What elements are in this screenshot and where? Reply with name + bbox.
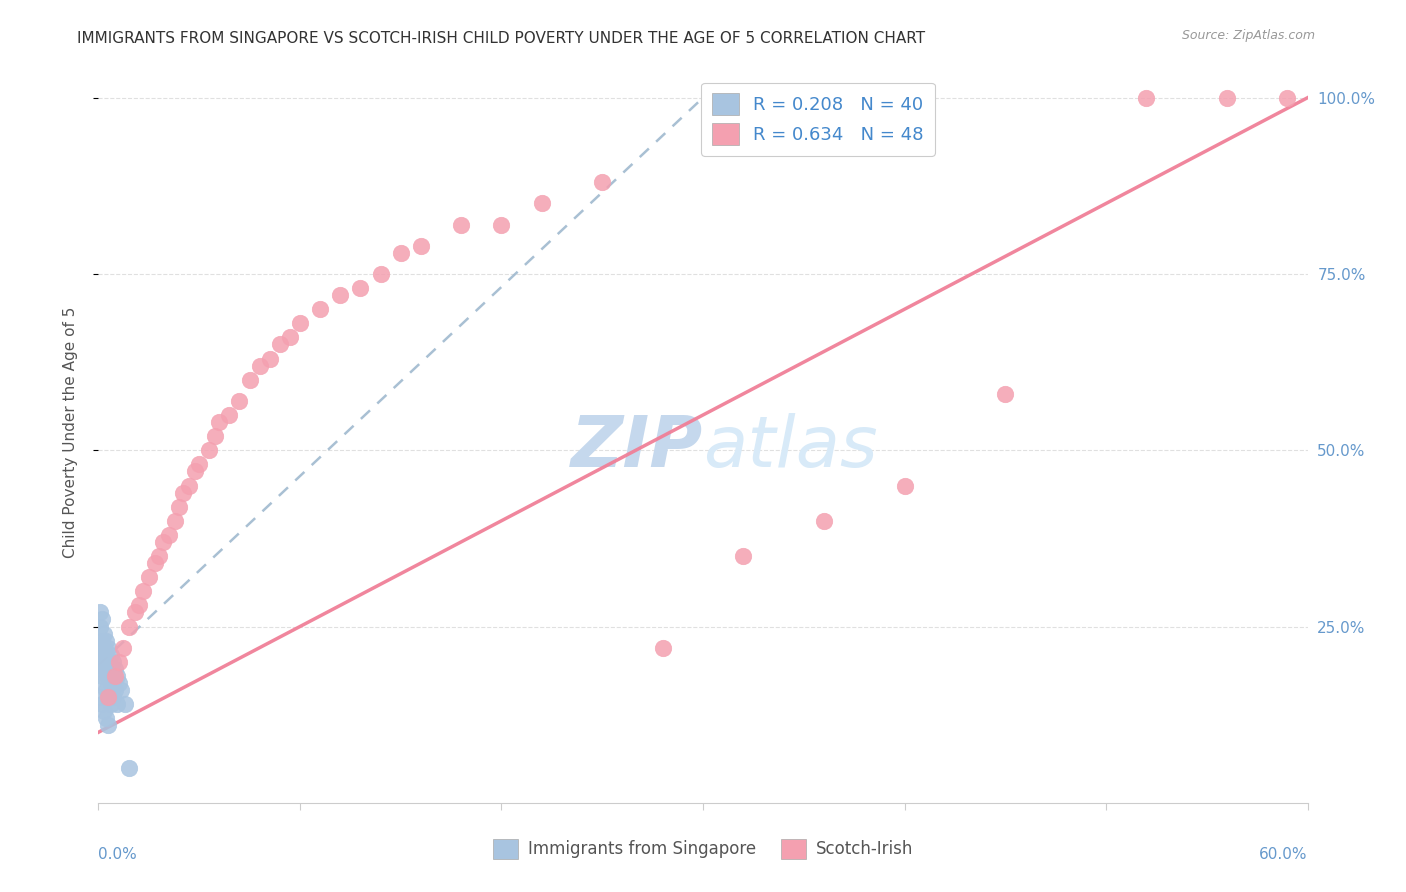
Point (118, 760, 141, 774)
Point (89, 619, 111, 633)
Point (101, 669, 124, 683)
Point (96, 711, 118, 725)
Point (143, 556, 166, 570)
Point (259, 351, 281, 366)
Point (97, 669, 120, 683)
Point (111, 640, 134, 655)
Point (91, 648, 114, 662)
Point (93, 640, 115, 655)
Point (389, 245, 412, 260)
Point (218, 408, 240, 422)
Point (813, 514, 835, 528)
Point (96, 648, 118, 662)
Point (450, 218, 472, 232)
Point (91, 612, 114, 626)
Point (157, 528, 180, 542)
Point (97, 690, 120, 704)
Point (114, 697, 136, 711)
Text: atlas: atlas (703, 413, 877, 482)
Point (994, 387, 1017, 401)
Point (91, 697, 114, 711)
Point (100, 648, 122, 662)
Point (103, 683, 125, 698)
Point (96, 683, 118, 698)
Point (93, 676, 115, 690)
Point (110, 683, 132, 698)
Y-axis label: Child Poverty Under the Age of 5: Child Poverty Under the Age of 5 (63, 307, 77, 558)
Point (349, 281, 371, 295)
Point (103, 662, 125, 676)
Text: 60.0%: 60.0% (1260, 847, 1308, 863)
Point (239, 373, 262, 387)
Point (167, 500, 190, 514)
Point (1135, 91, 1157, 105)
Point (370, 267, 392, 281)
Point (651, 640, 673, 655)
Point (591, 175, 613, 189)
Point (91, 669, 114, 683)
Point (96, 633, 118, 648)
Point (103, 669, 125, 683)
Point (89, 640, 111, 655)
Point (118, 619, 141, 633)
Point (163, 514, 186, 528)
Point (184, 464, 207, 478)
Point (269, 337, 291, 351)
Point (198, 443, 221, 458)
Point (97, 690, 120, 704)
Point (100, 662, 122, 676)
Point (409, 239, 432, 253)
Point (128, 599, 150, 613)
Point (97, 655, 120, 669)
Text: IMMIGRANTS FROM SINGAPORE VS SCOTCH-IRISH CHILD POVERTY UNDER THE AGE OF 5 CORRE: IMMIGRANTS FROM SINGAPORE VS SCOTCH-IRIS… (77, 31, 925, 46)
Text: ZIP: ZIP (571, 413, 703, 482)
Point (93, 626, 115, 640)
Point (107, 676, 129, 690)
Point (97, 718, 120, 732)
Point (100, 676, 122, 690)
Point (329, 288, 352, 302)
Point (97, 640, 120, 655)
Point (132, 584, 155, 599)
Point (152, 535, 174, 549)
Point (107, 655, 129, 669)
Point (100, 697, 122, 711)
Point (1216, 91, 1239, 105)
Point (89, 690, 111, 704)
Point (105, 697, 128, 711)
Point (1277, 91, 1299, 105)
Point (893, 478, 915, 492)
Point (530, 196, 553, 211)
Point (733, 549, 755, 563)
Point (278, 330, 301, 344)
Point (208, 415, 231, 429)
Point (101, 655, 124, 669)
Legend: Immigrants from Singapore, Scotch-Irish: Immigrants from Singapore, Scotch-Irish (486, 832, 920, 866)
Point (148, 549, 170, 563)
Text: 0.0%: 0.0% (98, 847, 138, 863)
Point (93, 704, 115, 718)
Point (172, 485, 194, 500)
Point (309, 302, 332, 317)
Point (89, 606, 111, 620)
Point (228, 393, 250, 408)
Text: Source: ZipAtlas.com: Source: ZipAtlas.com (1181, 29, 1315, 42)
Point (188, 458, 211, 472)
Point (105, 669, 128, 683)
Point (491, 218, 513, 232)
Point (91, 633, 114, 648)
Point (179, 478, 201, 492)
Point (204, 429, 226, 443)
Legend: R = 0.208   N = 40, R = 0.634   N = 48: R = 0.208 N = 40, R = 0.634 N = 48 (702, 83, 935, 155)
Point (96, 662, 118, 676)
Point (288, 316, 311, 330)
Point (93, 655, 115, 669)
Point (138, 570, 160, 584)
Point (101, 690, 124, 704)
Point (124, 606, 146, 620)
Point (249, 359, 271, 373)
Point (89, 662, 111, 676)
